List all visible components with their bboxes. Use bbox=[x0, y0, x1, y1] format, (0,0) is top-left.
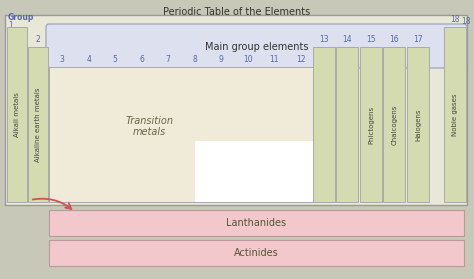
Bar bbox=[49, 210, 464, 236]
Bar bbox=[49, 67, 314, 202]
Text: 4: 4 bbox=[86, 55, 91, 64]
Text: 17: 17 bbox=[413, 35, 423, 44]
Text: Main group elements: Main group elements bbox=[205, 42, 308, 52]
Bar bbox=[28, 47, 48, 202]
Text: Transition
metals: Transition metals bbox=[126, 116, 173, 137]
Text: Chalcogens: Chalcogens bbox=[392, 104, 398, 145]
Bar bbox=[7, 27, 27, 202]
Text: 12: 12 bbox=[296, 55, 306, 64]
Bar bbox=[383, 47, 405, 202]
Text: Actinides: Actinides bbox=[234, 248, 279, 258]
Text: 5: 5 bbox=[113, 55, 118, 64]
Bar bbox=[313, 47, 335, 202]
Text: Alkaline earth metals: Alkaline earth metals bbox=[35, 87, 41, 162]
Text: 15: 15 bbox=[366, 35, 376, 44]
Bar bbox=[49, 240, 464, 266]
Text: 18: 18 bbox=[450, 15, 460, 24]
Bar bbox=[360, 47, 382, 202]
Text: 18: 18 bbox=[461, 16, 471, 25]
Text: 13: 13 bbox=[319, 35, 329, 44]
Text: Halogens: Halogens bbox=[415, 108, 421, 141]
Text: 16: 16 bbox=[390, 35, 399, 44]
Text: 2: 2 bbox=[36, 35, 40, 44]
Text: 3: 3 bbox=[60, 55, 64, 64]
Bar bbox=[195, 141, 314, 202]
Bar bbox=[5, 15, 467, 205]
Text: 6: 6 bbox=[139, 55, 144, 64]
Text: 7: 7 bbox=[166, 55, 171, 64]
Bar bbox=[444, 27, 466, 202]
FancyBboxPatch shape bbox=[46, 24, 467, 68]
Text: Group: Group bbox=[8, 13, 35, 23]
Text: 8: 8 bbox=[192, 55, 197, 64]
Text: 14: 14 bbox=[343, 35, 352, 44]
Text: 10: 10 bbox=[243, 55, 253, 64]
Bar bbox=[407, 47, 429, 202]
Text: Lanthanides: Lanthanides bbox=[227, 218, 287, 228]
Bar bbox=[337, 47, 358, 202]
Text: 9: 9 bbox=[219, 55, 224, 64]
Text: Periodic Table of the Elements: Periodic Table of the Elements bbox=[164, 7, 310, 17]
Text: Noble gases: Noble gases bbox=[452, 93, 458, 136]
Text: Alkali metals: Alkali metals bbox=[14, 92, 20, 137]
Text: 11: 11 bbox=[270, 55, 279, 64]
Text: Pnictogens: Pnictogens bbox=[368, 105, 374, 144]
Text: 1: 1 bbox=[8, 21, 13, 30]
